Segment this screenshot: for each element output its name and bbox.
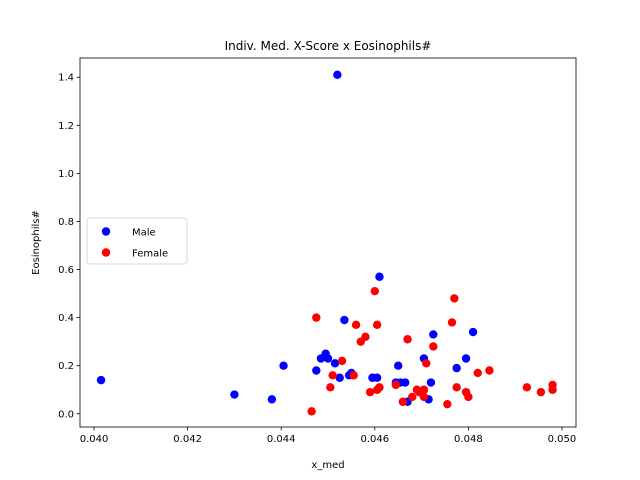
point-male-28 xyxy=(468,327,478,337)
point-female-9 xyxy=(365,387,375,397)
point-female-16 xyxy=(403,335,412,344)
y-tick-label: 1.4 xyxy=(58,73,74,84)
point-female-10 xyxy=(370,286,379,296)
point-female-3 xyxy=(328,371,337,380)
x-axis-label: x_med xyxy=(311,460,344,471)
y-tick-label: 0.8 xyxy=(58,217,74,228)
point-female-20 xyxy=(419,385,429,394)
point-female-27 xyxy=(452,383,461,392)
point-female-22 xyxy=(422,359,431,368)
plot-frame xyxy=(79,57,577,428)
point-male-15 xyxy=(372,373,382,382)
point-female-15 xyxy=(398,397,408,406)
legend-box xyxy=(86,217,188,265)
point-male-2 xyxy=(267,395,277,404)
point-male-25 xyxy=(429,330,438,339)
point-female-33 xyxy=(536,387,546,397)
point-male-20 xyxy=(401,378,410,387)
point-female-6 xyxy=(351,320,361,330)
y-tick-label: 0.0 xyxy=(58,409,74,420)
point-male-11 xyxy=(340,315,349,325)
legend-marker-female xyxy=(101,248,111,257)
point-male-8 xyxy=(330,359,340,368)
point-female-30 xyxy=(473,368,482,378)
legend: Male Female xyxy=(86,217,188,265)
point-male-18 xyxy=(393,361,403,370)
point-female-8 xyxy=(361,332,370,342)
point-female-13 xyxy=(375,383,384,392)
y-axis: 0.0 0.2 0.4 0.6 0.8 1.0 1.2 1.4 xyxy=(58,73,80,420)
point-male-9 xyxy=(333,70,342,80)
point-female-32 xyxy=(522,383,532,392)
point-male-27 xyxy=(461,354,471,363)
legend-marker-male xyxy=(101,227,111,236)
point-female-5 xyxy=(349,371,358,380)
legend-label-male: Male xyxy=(132,228,156,239)
x-axis: 0.040 0.042 0.044 0.046 0.048 0.050 xyxy=(80,427,577,445)
point-male-7 xyxy=(323,354,333,363)
point-female-24 xyxy=(443,399,452,409)
y-tick-label: 0.4 xyxy=(58,313,74,324)
point-male-24 xyxy=(426,378,436,387)
point-female-12 xyxy=(372,320,382,330)
x-tick-label: 0.046 xyxy=(360,434,389,445)
point-female-25 xyxy=(447,318,457,327)
point-male-26 xyxy=(452,363,461,373)
point-female-1 xyxy=(312,313,321,322)
point-female-21 xyxy=(419,392,429,402)
x-tick-label: 0.040 xyxy=(80,434,109,445)
point-female-26 xyxy=(450,294,459,303)
point-female-4 xyxy=(337,356,347,366)
point-male-1 xyxy=(230,390,239,399)
y-tick-label: 1.0 xyxy=(58,169,74,180)
plot-points xyxy=(96,70,557,416)
point-female-31 xyxy=(485,366,494,375)
point-female-2 xyxy=(326,383,335,392)
point-female-0 xyxy=(307,407,316,416)
point-female-29 xyxy=(464,392,473,402)
point-female-14 xyxy=(391,380,401,390)
point-male-0 xyxy=(96,375,106,385)
y-tick-label: 0.2 xyxy=(58,361,74,372)
point-male-4 xyxy=(312,366,321,375)
point-male-16 xyxy=(375,272,384,281)
point-female-23 xyxy=(429,342,438,351)
x-tick-label: 0.050 xyxy=(548,434,577,445)
point-female-35 xyxy=(548,385,557,394)
point-male-10 xyxy=(335,373,344,382)
y-axis-label: Eosinophils# xyxy=(31,210,42,275)
x-tick-label: 0.048 xyxy=(454,434,483,445)
y-tick-label: 1.2 xyxy=(58,121,74,132)
x-tick-label: 0.042 xyxy=(173,434,202,445)
y-tick-label: 0.6 xyxy=(58,265,74,276)
point-female-17 xyxy=(408,392,417,402)
x-tick-label: 0.044 xyxy=(267,434,296,445)
chart-title: Indiv. Med. X-Score x Eosinophils# xyxy=(225,39,432,53)
legend-label-female: Female xyxy=(132,249,168,260)
point-male-3 xyxy=(279,361,288,370)
